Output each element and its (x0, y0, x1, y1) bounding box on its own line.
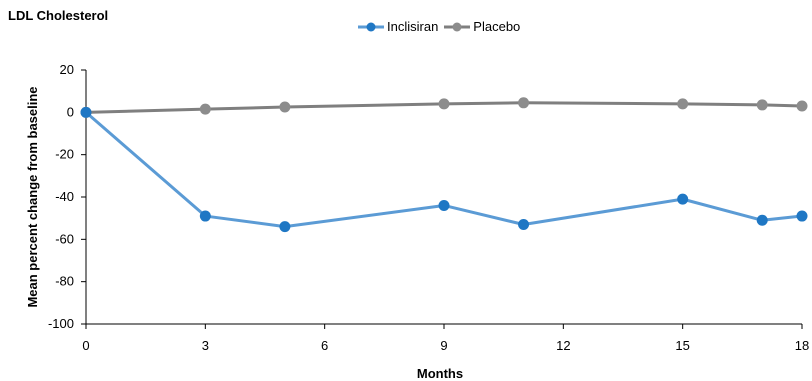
x-tick-label: 18 (795, 338, 809, 353)
series-line-inclisiran (85, 111, 803, 229)
data-point-placebo (279, 101, 291, 113)
legend-swatch-placebo (444, 22, 471, 32)
y-tick-label: -20 (55, 147, 74, 162)
legend-label-placebo: Placebo (473, 19, 521, 34)
y-tick-label: -80 (55, 274, 74, 289)
data-point-placebo (438, 98, 450, 110)
data-point-placebo (518, 97, 530, 109)
data-point-inclisiran (796, 210, 808, 222)
data-point-inclisiran (80, 106, 92, 118)
data-point-inclisiran (518, 219, 530, 231)
series-line-placebo (85, 101, 803, 114)
legend: Inclisiran Placebo (358, 19, 526, 34)
y-tick-label: 0 (67, 104, 74, 119)
legend-label-inclisiran: Inclisiran (387, 19, 439, 34)
x-tick-label: 9 (440, 338, 447, 353)
legend-swatch-inclisiran (358, 22, 384, 32)
y-tick-label: -60 (55, 231, 74, 246)
data-point-placebo (756, 99, 768, 111)
x-axis-title: Months (417, 366, 463, 381)
data-point-placebo (796, 100, 808, 112)
y-tick-label: -40 (55, 189, 74, 204)
data-point-inclisiran (438, 199, 450, 211)
data-point-placebo (199, 103, 211, 115)
x-tick-label: 3 (202, 338, 209, 353)
chart-title: LDL Cholesterol (8, 8, 109, 23)
y-tick-label: 20 (60, 62, 74, 77)
data-point-inclisiran (199, 210, 211, 222)
x-tick-label: 15 (675, 338, 689, 353)
data-point-inclisiran (677, 193, 689, 205)
y-axis-title: Mean percent change from baseline (25, 86, 40, 307)
x-tick-label: 12 (556, 338, 570, 353)
legend-item-inclisiran: Inclisiran (358, 19, 438, 34)
y-tick-label: -100 (48, 316, 74, 331)
data-point-inclisiran (279, 221, 291, 233)
legend-item-placebo: Placebo (444, 19, 520, 34)
x-tick-label: 6 (321, 338, 328, 353)
data-point-placebo (677, 98, 689, 110)
data-point-inclisiran (756, 214, 768, 226)
x-tick-label: 0 (82, 338, 89, 353)
